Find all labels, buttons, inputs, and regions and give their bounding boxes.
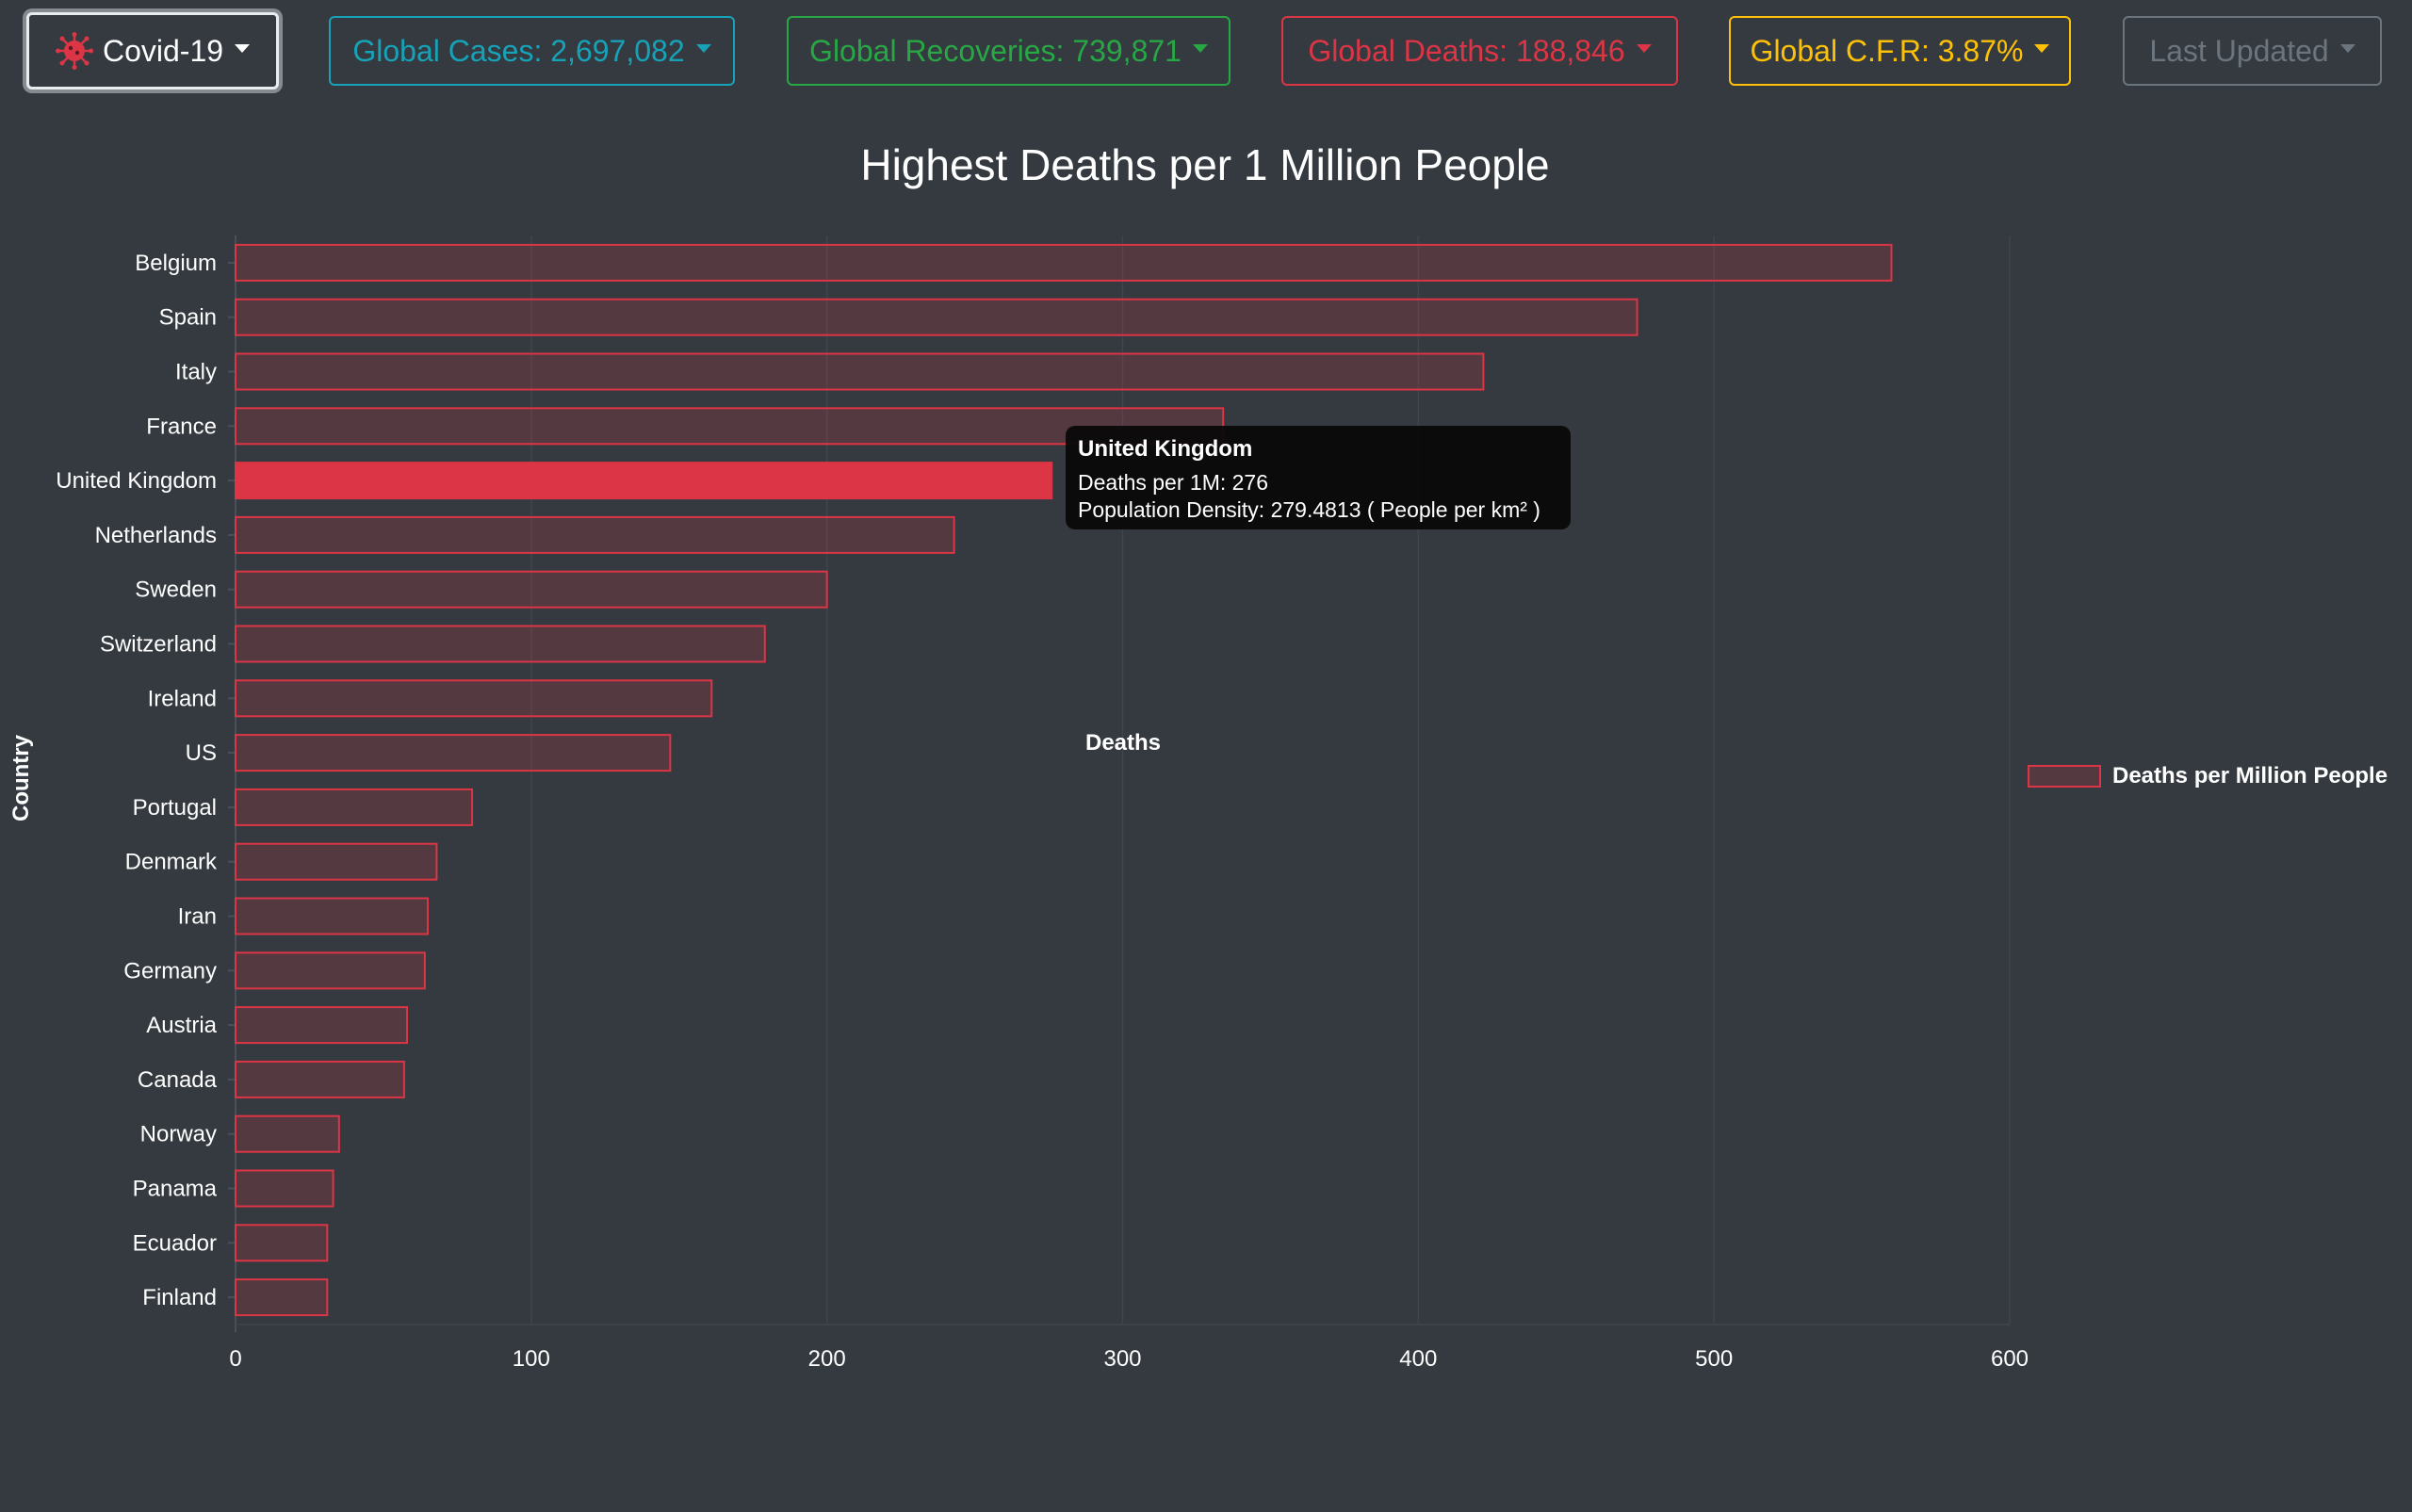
y-tick-label: Spain bbox=[159, 305, 217, 331]
bar bbox=[235, 1060, 405, 1098]
bar bbox=[235, 1224, 329, 1262]
y-tick-label: Portugal bbox=[133, 795, 217, 821]
x-tick-label: 0 bbox=[229, 1346, 241, 1372]
x-tick-label: 300 bbox=[1103, 1346, 1141, 1372]
y-tick-label: Ireland bbox=[148, 686, 217, 711]
global-cfr-dropdown-button[interactable]: Global C.F.R: 3.87% bbox=[1729, 16, 2071, 86]
chevron-down-icon bbox=[235, 43, 251, 53]
deaths-per-million-chart: Highest Deaths per 1 Million People Belg… bbox=[0, 104, 2412, 1507]
chart-bars bbox=[235, 243, 1893, 1317]
legend-swatch bbox=[2028, 765, 2101, 788]
bar bbox=[235, 407, 1225, 446]
virus-icon bbox=[55, 32, 93, 70]
bar bbox=[235, 951, 426, 990]
covid-19-dropdown-button[interactable]: Covid-19 bbox=[26, 12, 279, 89]
y-tick-label: Norway bbox=[140, 1122, 217, 1147]
y-tick-label: United Kingdom bbox=[56, 468, 217, 494]
tooltip-density-line: Population Density: 279.4813 ( People pe… bbox=[1078, 497, 1540, 522]
global-recoveries-label: Global Recoveries: 739,871 bbox=[809, 33, 1182, 68]
bar bbox=[235, 842, 438, 881]
chevron-down-icon bbox=[2034, 43, 2050, 53]
y-tick-label: Germany bbox=[123, 958, 217, 984]
bar bbox=[235, 734, 672, 772]
x-tick-label: 500 bbox=[1695, 1346, 1733, 1372]
bar bbox=[235, 352, 1485, 391]
last-updated-label: Last Updated bbox=[2149, 33, 2329, 68]
tooltip-deaths-line: Deaths per 1M: 276 bbox=[1078, 470, 1269, 495]
x-tick-label: 200 bbox=[808, 1346, 846, 1372]
chevron-down-icon bbox=[695, 43, 711, 53]
x-axis-title: Deaths bbox=[1085, 730, 1161, 756]
global-recoveries-dropdown-button[interactable]: Global Recoveries: 739,871 bbox=[787, 16, 1230, 86]
bar bbox=[235, 515, 955, 554]
y-tick-label: Switzerland bbox=[100, 632, 217, 658]
y-tick-label: Austria bbox=[146, 1013, 217, 1038]
y-tick-label: Ecuador bbox=[133, 1230, 217, 1256]
y-axis-tick-labels: Belgium Spain Italy France United Kingdom Net… bbox=[56, 251, 218, 1310]
x-axis-tick-labels: 0 100 200 300 400 500 600 bbox=[229, 1346, 2029, 1372]
y-tick-label: Denmark bbox=[125, 850, 218, 875]
bar bbox=[235, 570, 828, 609]
bar bbox=[235, 788, 474, 826]
global-deaths-label: Global Deaths: 188,846 bbox=[1308, 33, 1625, 68]
global-cases-label: Global Cases: 2,697,082 bbox=[352, 33, 685, 68]
chevron-down-icon bbox=[1192, 43, 1208, 53]
y-tick-label: Belgium bbox=[135, 251, 217, 276]
chart-grid bbox=[228, 236, 2011, 1332]
bar bbox=[235, 1278, 329, 1317]
y-tick-label: US bbox=[186, 740, 217, 766]
y-axis-title: Country bbox=[8, 734, 34, 821]
bar-chart-svg: Highest Deaths per 1 Million People Belg… bbox=[8, 140, 2029, 1372]
chart-legend[interactable]: Deaths per Million People bbox=[2028, 763, 2388, 789]
bar bbox=[235, 1006, 409, 1045]
bar-highlighted bbox=[235, 462, 1053, 500]
bar bbox=[235, 243, 1893, 282]
legend-label: Deaths per Million People bbox=[2112, 763, 2388, 789]
y-tick-label: France bbox=[146, 414, 217, 439]
chart-title: Highest Deaths per 1 Million People bbox=[860, 140, 1549, 189]
global-cfr-label: Global C.F.R: 3.87% bbox=[1750, 33, 2024, 68]
y-tick-label: Italy bbox=[175, 360, 217, 385]
y-tick-label: Finland bbox=[142, 1285, 217, 1310]
tooltip-title: United Kingdom bbox=[1078, 436, 1253, 462]
x-tick-label: 600 bbox=[1991, 1346, 2029, 1372]
bar bbox=[235, 1114, 340, 1153]
bar bbox=[235, 679, 713, 718]
x-tick-label: 100 bbox=[513, 1346, 550, 1372]
chevron-down-icon bbox=[2339, 43, 2355, 53]
global-deaths-dropdown-button[interactable]: Global Deaths: 188,846 bbox=[1281, 16, 1678, 86]
top-toolbar: Covid-19 Global Cases: 2,697,082 Global … bbox=[0, 0, 2412, 104]
x-tick-label: 400 bbox=[1399, 1346, 1437, 1372]
y-tick-label: Sweden bbox=[135, 577, 217, 603]
brand-label: Covid-19 bbox=[102, 33, 224, 68]
bar bbox=[235, 897, 429, 935]
y-tick-label: Netherlands bbox=[95, 523, 217, 548]
bar bbox=[235, 625, 766, 663]
bar-tooltip: United Kingdom Deaths per 1M: 276 Popula… bbox=[1066, 426, 1571, 529]
y-tick-label: Iran bbox=[178, 904, 217, 930]
bar bbox=[235, 1169, 334, 1208]
global-cases-dropdown-button[interactable]: Global Cases: 2,697,082 bbox=[329, 16, 735, 86]
bar bbox=[235, 298, 1638, 336]
y-tick-label: Panama bbox=[133, 1177, 218, 1202]
y-tick-label: Canada bbox=[138, 1067, 218, 1093]
last-updated-dropdown-button[interactable]: Last Updated bbox=[2123, 16, 2382, 86]
chevron-down-icon bbox=[1636, 43, 1652, 53]
